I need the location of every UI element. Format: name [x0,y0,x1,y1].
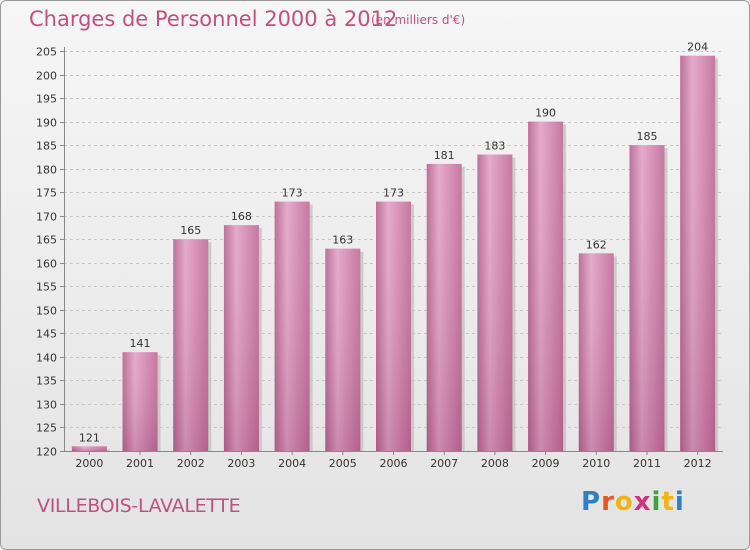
bar-shade-2000 [71,446,107,451]
value-label-2006: 173 [383,187,404,200]
y-tick-label: 145 [36,328,57,341]
chart-title: Charges de Personnel 2000 à 2012 [29,7,398,31]
bar-shade-2009 [528,121,564,452]
bar-shade-2001 [122,352,158,451]
value-label-2011: 185 [636,130,657,143]
bar-shade-2002 [173,239,209,451]
bar-shade-2003 [223,225,259,451]
y-tick-label: 160 [36,258,57,271]
bar-shade-2005 [325,248,361,451]
bar-shade-2008 [477,154,513,451]
y-tick-label: 155 [36,281,57,294]
value-label-2003: 168 [231,210,252,223]
y-tick-label: 165 [36,234,57,247]
x-tick-label-2011: 2011 [633,457,661,470]
x-tick-label-2010: 2010 [582,457,610,470]
bar-shade-2010 [578,253,614,451]
x-tick-label-2004: 2004 [278,457,306,470]
x-axis: 2000 2001 2002 2003 2004 2005 2006 2007 2008 2009… [64,451,723,470]
y-axis: 120 125 130 135 140 145 150 155 160 165 170 175 180 1… [36,46,65,459]
y-tick-label: 120 [36,446,57,459]
x-tick-label-2007: 2007 [430,457,458,470]
y-tick-label: 205 [36,46,57,59]
value-label-2000: 121 [79,431,100,444]
bar-shade-2006 [376,201,411,451]
y-tick-label: 185 [36,140,57,153]
value-label-2001: 141 [130,337,151,350]
bar-shade-2011 [629,145,665,451]
y-tick-label: 150 [36,305,57,318]
x-tick-label-2006: 2006 [380,457,408,470]
brand-letter: x [633,487,652,517]
y-tick-label: 140 [36,352,57,365]
value-label-2002: 165 [180,224,201,237]
value-label-2012: 204 [687,41,708,54]
brand-letter: P [581,487,602,517]
y-tick-label: 195 [36,93,57,106]
y-tick-label: 125 [36,422,57,435]
value-label-2005: 163 [332,234,353,247]
brand-logo: Proxiti [581,487,685,517]
y-tick-label: 190 [36,117,57,130]
x-tick-label-2000: 2000 [75,457,103,470]
bars: 121 141 165 168 173 163 173 181 183 190 162 185 204 [71,41,719,452]
brand-letter: r [601,487,615,517]
value-label-2004: 173 [282,187,303,200]
x-tick-label-2001: 2001 [126,457,154,470]
y-tick-label: 175 [36,187,57,200]
y-tick-label: 130 [36,399,57,412]
value-label-2010: 162 [586,238,607,251]
brand-letter: i [674,487,685,517]
value-label-2009: 190 [535,107,556,120]
bar-shade-2007 [426,163,462,452]
x-tick-label-2009: 2009 [532,457,560,470]
value-label-2007: 181 [434,149,455,162]
y-tick-label: 180 [36,164,57,177]
chart-subtitle: (en milliers d'€) [371,13,466,27]
brand-letter: i [651,487,662,517]
commune-name: VILLEBOIS-LAVALETTE [37,495,241,517]
bar-shade-2012 [680,55,716,452]
x-tick-label-2002: 2002 [177,457,205,470]
x-tick-label-2005: 2005 [329,457,357,470]
value-label-2008: 183 [484,140,505,153]
x-tick-label-2003: 2003 [227,457,255,470]
brand-letter: o [614,487,634,517]
bar-shade-2004 [274,201,310,451]
brand-letter: t [661,487,675,517]
x-tick-label-2008: 2008 [481,457,509,470]
y-tick-label: 170 [36,211,57,224]
x-tick-label-2012: 2012 [684,457,712,470]
y-tick-label: 135 [36,375,57,388]
y-tick-label: 200 [36,70,57,83]
